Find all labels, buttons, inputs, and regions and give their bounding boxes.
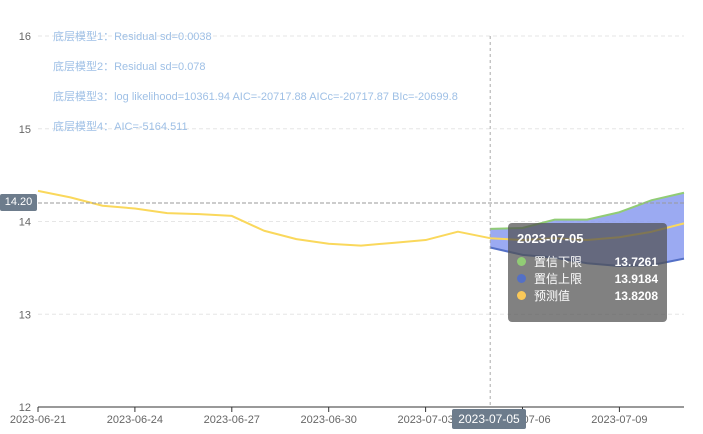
tooltip-row-name: 置信上限 <box>534 272 583 286</box>
y-tick-label: 14 <box>19 217 31 229</box>
tooltip-row-value: 13.9184 <box>614 271 658 286</box>
lower-bound-dot-icon <box>517 257 526 266</box>
x-tick-label: 2023-07-09 <box>591 414 647 426</box>
y-tick-label: 15 <box>19 124 31 136</box>
crosshair-y-label: 14.20 <box>0 194 37 211</box>
y-tick-label: 13 <box>19 309 31 321</box>
tooltip-row-lower: 置信下限 13.7261 <box>517 253 658 270</box>
x-tick-label: 2023-06-27 <box>204 414 260 426</box>
tooltip-row-name: 置信下限 <box>534 255 583 269</box>
tooltip-row-value: 13.7261 <box>614 254 658 269</box>
y-tick-label: 12 <box>19 402 31 414</box>
upper-bound-dot-icon <box>517 274 526 283</box>
x-tick-label: 2023-07-03 <box>397 414 453 426</box>
y-tick-label: 16 <box>19 31 31 43</box>
tooltip-row-upper: 置信上限 13.9184 <box>517 270 658 287</box>
forecast-dot-icon <box>517 291 526 300</box>
x-tick-label: 2023-06-21 <box>10 414 66 426</box>
tooltip-row-forecast: 预测值 13.8208 <box>517 287 658 304</box>
annotation-model-3: 底层模型3：log likelihood=10361.94 AIC=-20717… <box>53 91 458 103</box>
annotation-model-1: 底层模型1：Residual sd=0.0038 <box>53 31 212 43</box>
x-tick-label: 2023-06-24 <box>107 414 163 426</box>
annotation-model-4: 底层模型4：AIC=-5164.511 <box>53 121 188 133</box>
tooltip-title: 2023-07-05 <box>517 231 584 246</box>
tooltip: 2023-07-05 置信下限 13.7261 置信上限 13.9184 预测值… <box>508 223 667 322</box>
annotation-model-2: 底层模型2：Residual sd=0.078 <box>53 61 206 73</box>
tooltip-row-name: 预测值 <box>534 289 571 303</box>
x-tick-label: 2023-06-30 <box>301 414 357 426</box>
tooltip-row-value: 13.8208 <box>614 288 658 303</box>
crosshair-x-label: 2023-07-05 <box>452 409 526 429</box>
